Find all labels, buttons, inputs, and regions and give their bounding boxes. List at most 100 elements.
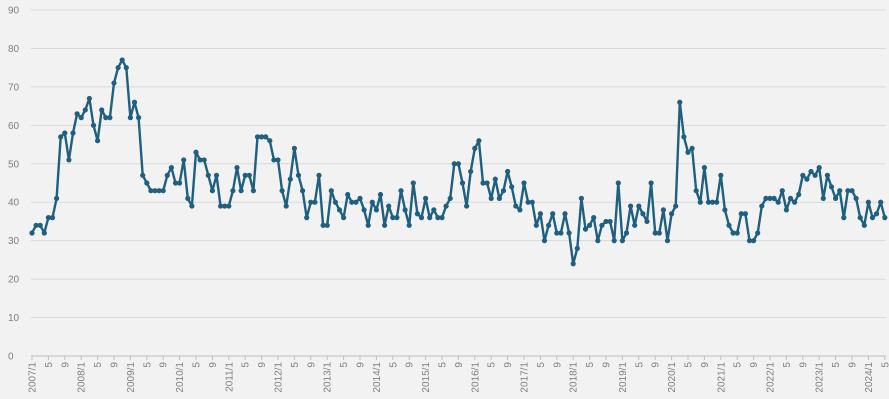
data-point <box>816 165 822 171</box>
x-tick-label: 9 <box>60 362 71 368</box>
data-point <box>279 188 285 194</box>
data-point <box>599 222 605 228</box>
data-point <box>156 188 162 194</box>
data-point <box>218 203 224 209</box>
data-point <box>29 230 35 236</box>
data-point <box>263 134 269 140</box>
data-point <box>41 230 47 236</box>
data-point <box>402 207 408 213</box>
data-point <box>353 199 359 205</box>
data-point <box>714 199 720 205</box>
data-point <box>828 184 835 190</box>
y-axis: 0 10 20 30 40 50 60 70 80 90 <box>8 6 20 363</box>
data-point <box>800 172 806 178</box>
y-tick-label: 40 <box>8 198 20 209</box>
data-point <box>328 188 334 194</box>
data-point <box>554 230 560 236</box>
data-point <box>611 238 617 244</box>
data-point <box>107 115 113 121</box>
data-point <box>636 203 642 209</box>
data-point <box>751 238 757 244</box>
y-tick-label: 60 <box>8 121 20 132</box>
data-point <box>726 222 732 228</box>
data-point <box>189 203 195 209</box>
data-point <box>742 211 749 217</box>
y-tick-label: 20 <box>8 275 20 286</box>
x-tick-label: 5 <box>192 362 203 368</box>
data-point <box>623 230 630 236</box>
data-point <box>537 211 544 217</box>
data-point <box>853 195 859 201</box>
data-point <box>213 172 220 178</box>
x-tick-label: 2024/1 <box>864 362 875 393</box>
data-point <box>332 199 338 205</box>
data-point <box>509 184 515 190</box>
x-tick-label: 2012/1 <box>274 362 285 393</box>
data-point <box>447 195 453 201</box>
x-tick-label: 5 <box>44 362 55 368</box>
data-point <box>664 238 671 244</box>
data-point <box>119 57 125 63</box>
data-point <box>123 65 129 71</box>
data-point <box>517 207 523 213</box>
data-point <box>878 199 884 205</box>
data-point <box>226 203 232 209</box>
data-point <box>771 195 777 201</box>
data-point <box>115 65 121 71</box>
series-layer <box>29 57 888 267</box>
x-tick-label: 5 <box>634 362 645 368</box>
data-point <box>607 218 613 225</box>
x-tick-label: 5 <box>684 362 695 368</box>
x-tick-label: 9 <box>749 362 760 368</box>
x-axis <box>31 355 886 360</box>
data-point <box>234 165 240 171</box>
data-point <box>345 191 351 198</box>
data-point <box>464 203 470 209</box>
data-point <box>755 230 761 236</box>
x-tick-label: 2016/1 <box>470 362 481 393</box>
data-point <box>54 195 60 201</box>
data-point <box>738 211 744 217</box>
data-point <box>541 238 548 244</box>
x-tick-label: 9 <box>454 362 465 368</box>
data-point <box>33 222 39 228</box>
data-point <box>451 161 457 167</box>
data-point <box>484 180 490 186</box>
data-point <box>615 180 621 186</box>
data-point <box>857 215 863 221</box>
x-tick-label: 2022/1 <box>766 362 777 393</box>
data-point <box>70 130 76 136</box>
data-point <box>136 115 142 121</box>
data-point <box>783 207 790 213</box>
data-point <box>250 188 256 194</box>
data-point <box>775 199 781 205</box>
y-tick-label: 70 <box>8 82 20 93</box>
data-point <box>74 111 80 117</box>
data-point <box>418 215 425 221</box>
data-point <box>242 172 248 178</box>
data-point <box>595 238 601 244</box>
x-tick-label: 9 <box>651 362 662 368</box>
data-point <box>205 172 211 178</box>
data-point <box>357 195 363 201</box>
x-tick-label: 9 <box>306 362 317 368</box>
data-point <box>525 199 531 205</box>
x-tick-label: 5 <box>880 362 889 368</box>
data-point <box>222 203 228 209</box>
data-point <box>685 149 691 155</box>
data-point <box>845 188 851 194</box>
data-point <box>304 215 310 221</box>
data-point <box>861 222 867 228</box>
data-point <box>341 215 347 221</box>
data-point <box>131 99 138 105</box>
data-point <box>324 222 330 228</box>
data-point <box>767 195 773 201</box>
data-point <box>808 168 814 175</box>
y-tick-label: 90 <box>8 6 20 17</box>
data-point <box>505 168 511 175</box>
data-point <box>476 138 482 144</box>
data-point <box>160 188 166 194</box>
data-point <box>181 157 187 163</box>
data-point <box>230 188 236 194</box>
x-tick-label: 9 <box>405 362 416 368</box>
